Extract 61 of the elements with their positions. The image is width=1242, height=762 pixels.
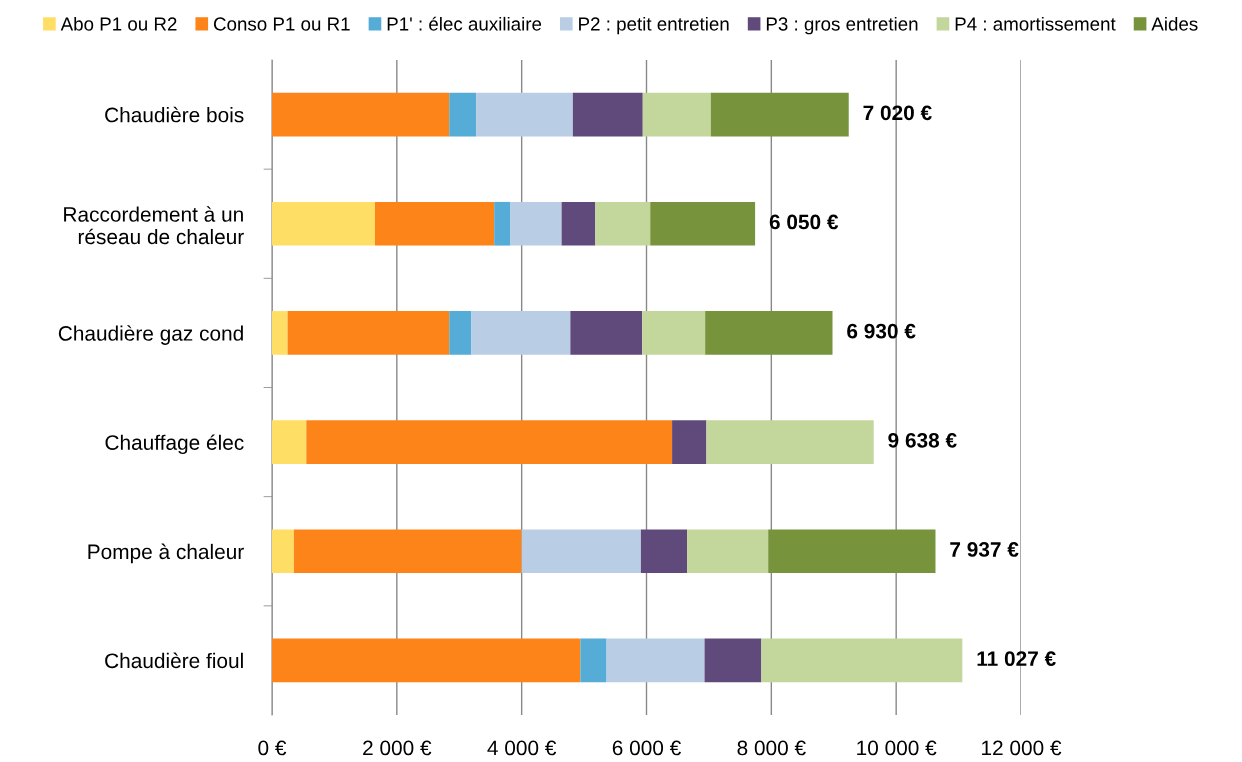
- x-tick-label: 6 000 €: [612, 740, 681, 756]
- bar: [272, 201, 375, 246]
- legend-label: Aides: [1151, 16, 1198, 31]
- bar: [606, 638, 705, 683]
- bar: [272, 638, 581, 683]
- bar: [761, 638, 963, 683]
- bar: [287, 311, 450, 355]
- bar: [272, 92, 450, 137]
- y-tick-label: Chaudière fioul: [105, 652, 243, 669]
- x-tick-label: 4 000 €: [487, 740, 557, 756]
- bar: [572, 92, 643, 137]
- bar: [642, 92, 711, 137]
- bar: [494, 201, 511, 246]
- annotation: 11 027 €: [977, 651, 1056, 667]
- bar: [272, 420, 307, 464]
- bar: [687, 529, 769, 574]
- bar: [449, 311, 472, 355]
- bar: [521, 529, 641, 574]
- legend-label: P1' : élec auxiliaire: [387, 16, 542, 31]
- bar: [510, 201, 562, 246]
- bar: [705, 311, 833, 355]
- bar: [570, 311, 643, 355]
- annotation: 6 930 €: [847, 323, 916, 339]
- x-tick-label: 12 000 €: [982, 740, 1062, 756]
- bar: [768, 529, 936, 574]
- bar: [449, 92, 477, 137]
- bar: [640, 529, 688, 574]
- bar: [595, 201, 651, 246]
- bar: [642, 311, 706, 355]
- legend-label: Abo P1 ou R2: [60, 16, 177, 31]
- bar: [374, 201, 495, 246]
- legend-label: Conso P1 ou R1: [213, 17, 350, 31]
- bar: [272, 311, 288, 355]
- annotation: 9 638 €: [888, 432, 957, 448]
- x-tick-label: 2 000 €: [363, 740, 432, 756]
- legend-label: P3 : gros entretien: [766, 16, 918, 35]
- bar: [561, 201, 596, 246]
- bar: [704, 638, 762, 683]
- bar: [272, 529, 294, 574]
- legend-label: P2 : petit entretien: [579, 16, 729, 35]
- bar: [672, 420, 707, 464]
- annotation: 7 937 €: [950, 542, 1019, 557]
- y-tick-label: Chaudière bois: [105, 106, 244, 123]
- bar: [710, 92, 849, 137]
- y-tick-label: Raccordement à un réseau de chaleur: [64, 206, 244, 245]
- bar: [650, 201, 756, 246]
- legend-label: P4 : amortissement: [955, 16, 1116, 31]
- y-tick-label: Pompe à chaleur: [88, 543, 244, 564]
- bar: [293, 529, 522, 574]
- bar: [706, 420, 874, 464]
- annotation: 6 050 €: [769, 214, 839, 230]
- bar: [306, 420, 673, 464]
- x-tick-label: 10 000 €: [857, 740, 937, 756]
- x-tick-label: 8 000 €: [737, 740, 806, 756]
- bar: [580, 638, 607, 683]
- y-tick-label: Chauffage élec: [105, 434, 244, 455]
- annotation: 7 020 €: [863, 105, 932, 121]
- x-tick-label: 0 €: [258, 740, 287, 756]
- y-tick-label: Chaudière gaz cond: [58, 325, 243, 345]
- bar: [471, 311, 571, 355]
- bar: [476, 92, 573, 137]
